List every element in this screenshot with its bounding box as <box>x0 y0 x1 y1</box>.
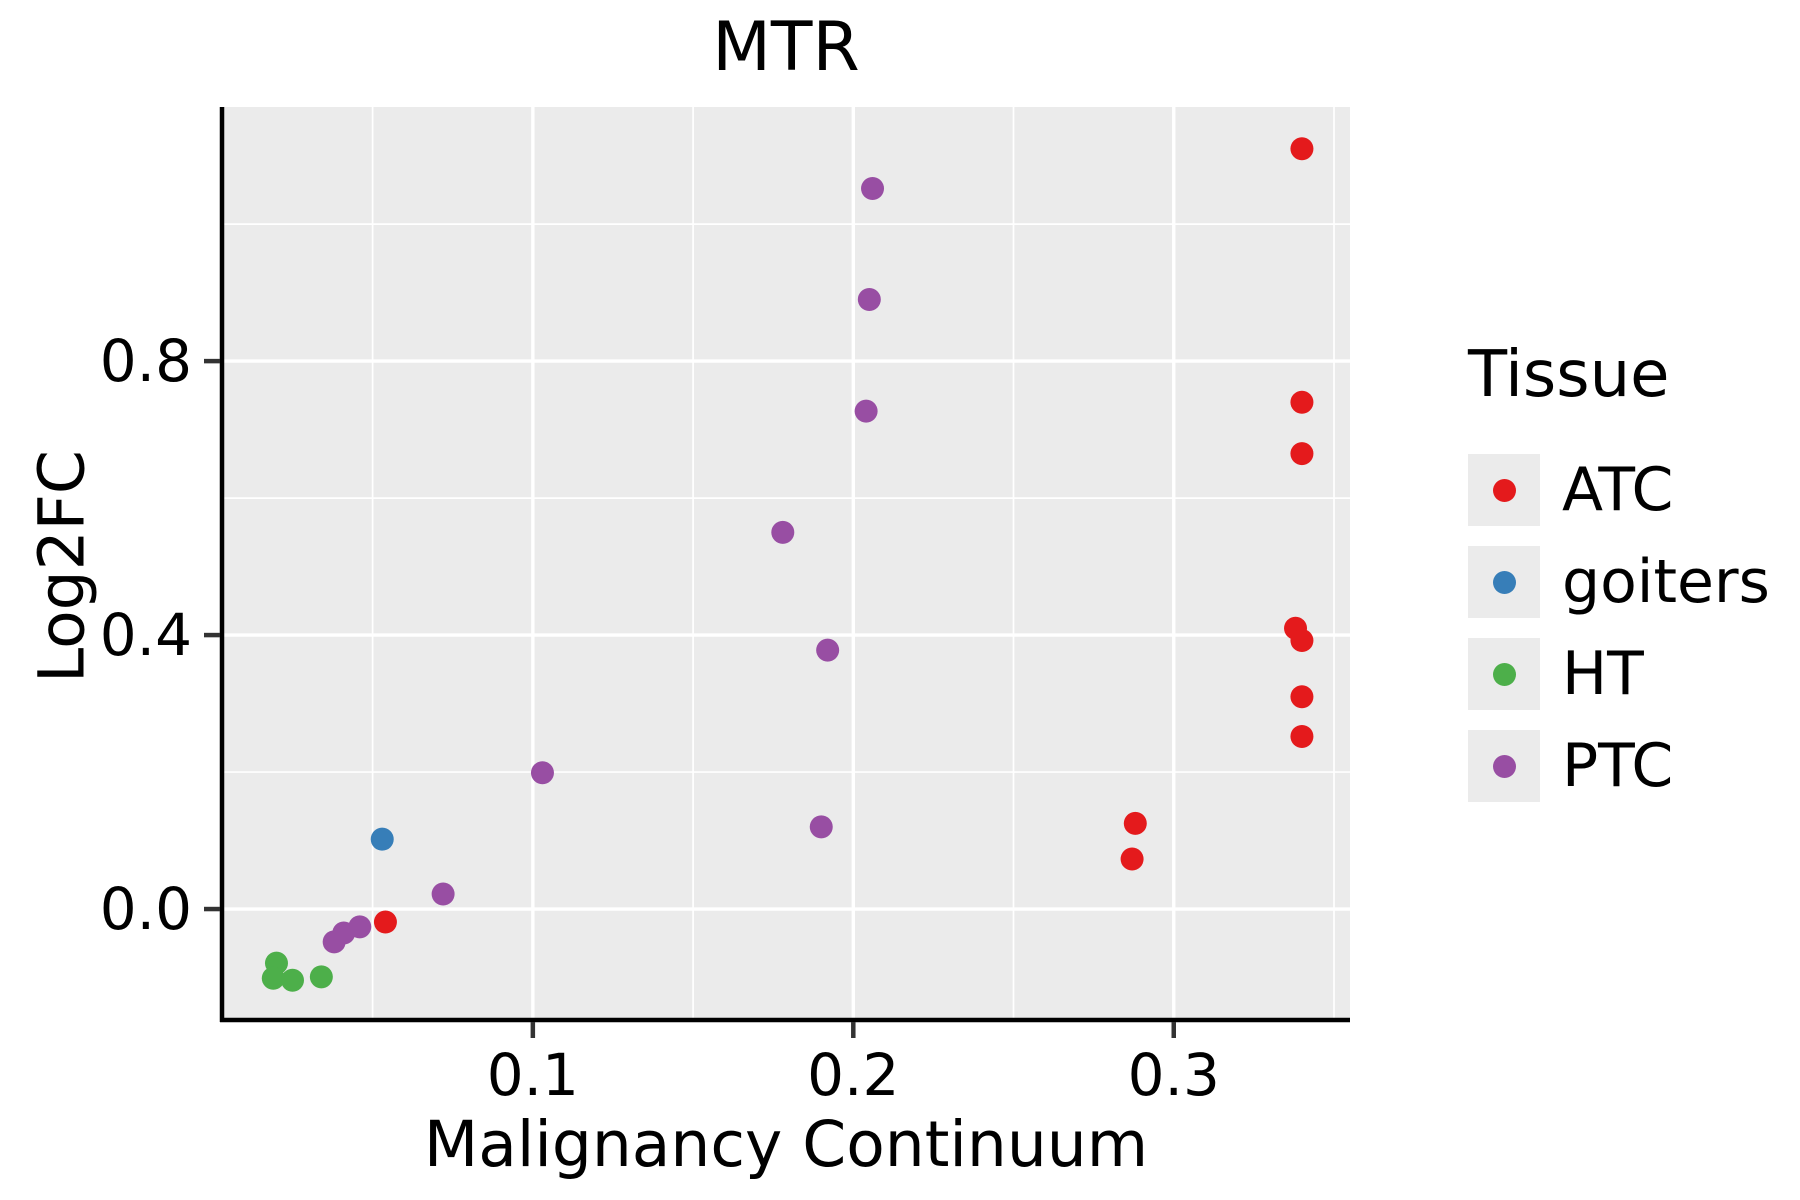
x-axis-title: Malignancy Continuum <box>423 1108 1149 1181</box>
data-point-HT <box>261 966 285 990</box>
y-tick-label: 0.0 <box>100 875 192 943</box>
data-point-PTC <box>861 177 885 201</box>
data-point-PTC <box>816 638 840 662</box>
legend-label: HT <box>1562 639 1644 709</box>
data-point-ATC <box>1290 442 1314 466</box>
legend-key <box>1468 454 1540 526</box>
y-tick-label: 0.4 <box>100 601 192 669</box>
data-point-PTC <box>431 882 455 906</box>
legend-key <box>1468 730 1540 802</box>
data-point-PTC <box>348 915 372 939</box>
legend-dot-icon <box>1492 570 1516 594</box>
legend-key <box>1468 638 1540 710</box>
data-point-PTC <box>530 761 554 785</box>
data-point-HT <box>309 965 333 989</box>
legend: Tissue ATC goiters HT PTC <box>1468 338 1798 822</box>
data-point-PTC <box>854 399 878 423</box>
data-point-ATC <box>1290 390 1314 414</box>
legend-key <box>1468 546 1540 618</box>
data-point-PTC <box>771 520 795 544</box>
legend-items: ATC goiters HT PTC <box>1468 454 1798 802</box>
data-point-ATC <box>373 910 397 934</box>
data-point-PTC <box>857 287 881 311</box>
plot-panel <box>222 107 1350 1020</box>
legend-item-goiters: goiters <box>1468 546 1798 618</box>
legend-title: Tissue <box>1468 338 1670 412</box>
legend-dot-icon <box>1492 662 1516 686</box>
data-point-ATC <box>1290 629 1314 653</box>
data-point-ATC <box>1123 811 1147 835</box>
data-point-PTC <box>809 815 833 839</box>
chart-title: MTR <box>712 8 860 87</box>
data-point-goiters <box>370 827 394 851</box>
legend-label: goiters <box>1562 547 1770 617</box>
x-tick-label: 0.3 <box>1128 1041 1220 1109</box>
data-point-ATC <box>1290 137 1314 161</box>
legend-label: ATC <box>1562 455 1674 525</box>
y-axis-title: Log2FC <box>25 450 99 683</box>
y-tick-label: 0.8 <box>100 327 192 395</box>
data-point-ATC <box>1290 724 1314 748</box>
legend-item-ATC: ATC <box>1468 454 1798 526</box>
legend-dot-icon <box>1492 754 1516 778</box>
x-tick-label: 0.2 <box>807 1041 899 1109</box>
data-point-ATC <box>1120 847 1144 871</box>
legend-label: PTC <box>1562 731 1674 801</box>
legend-item-HT: HT <box>1468 638 1798 710</box>
data-point-HT <box>281 968 304 992</box>
x-tick-label: 0.1 <box>487 1041 579 1109</box>
legend-item-PTC: PTC <box>1468 730 1798 802</box>
legend-dot-icon <box>1492 478 1516 502</box>
data-point-ATC <box>1290 685 1314 709</box>
